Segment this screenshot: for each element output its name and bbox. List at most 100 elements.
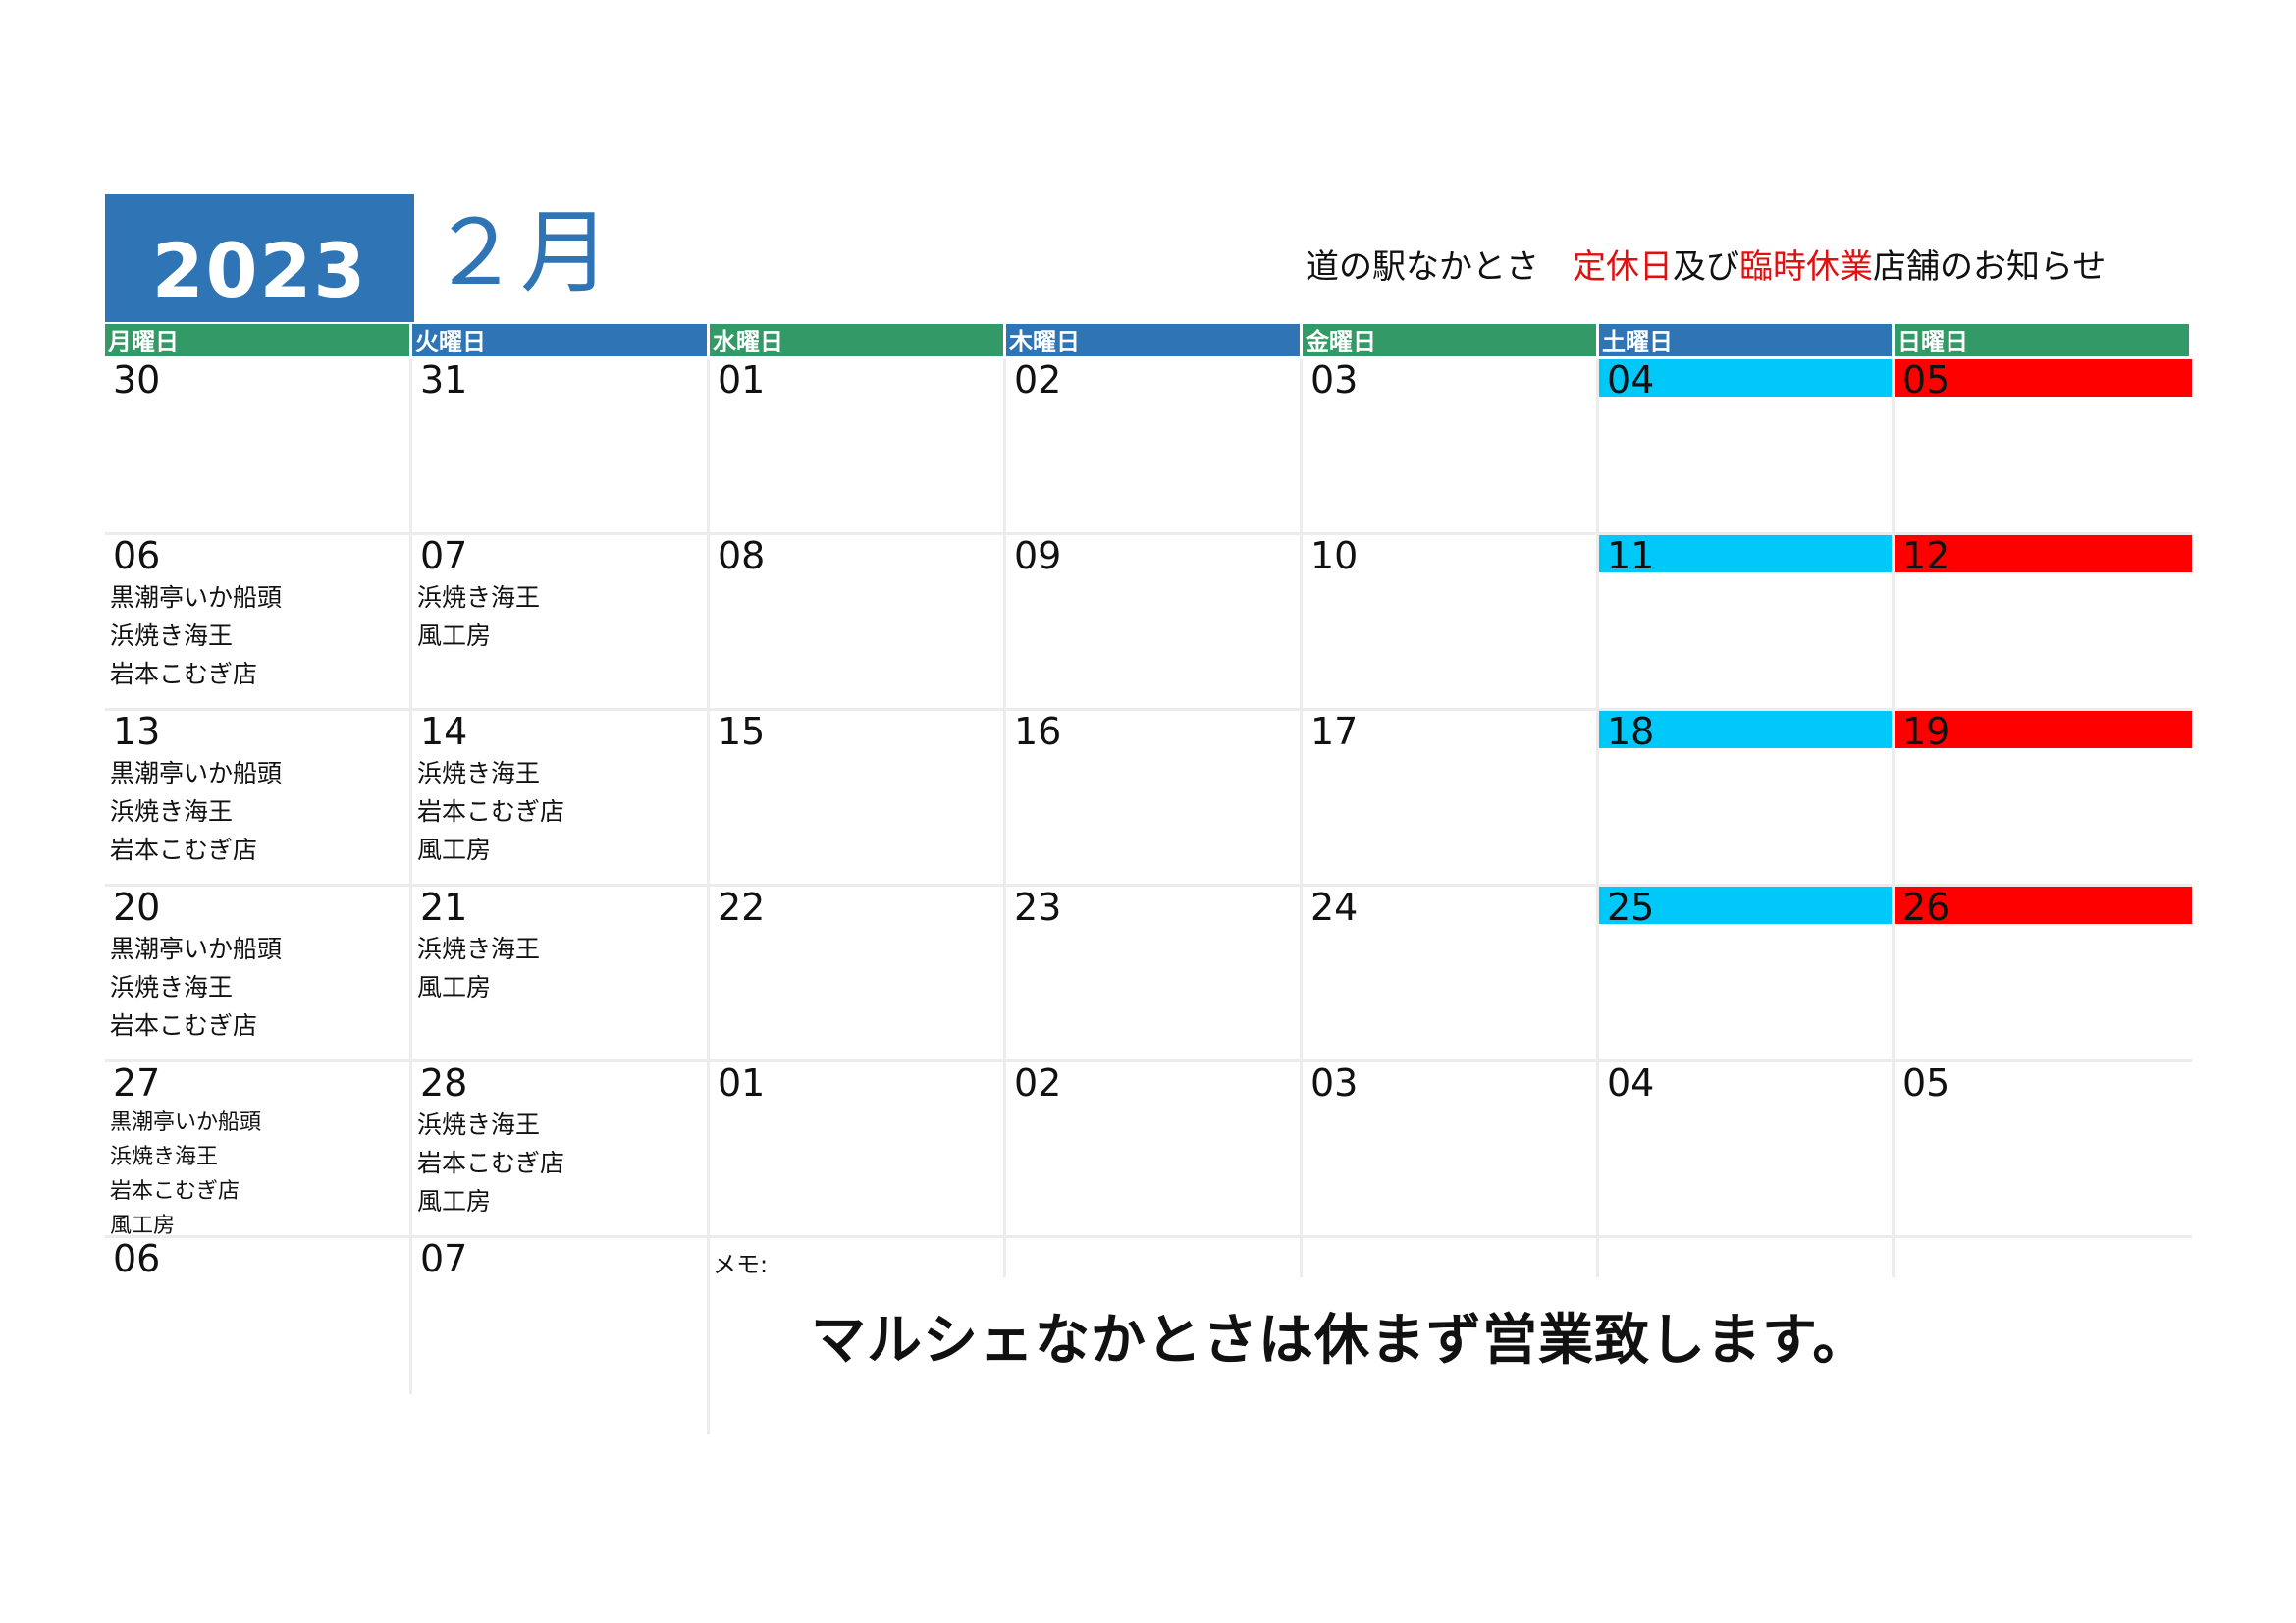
closed-shop-item: 黒潮亭いか船頭 bbox=[110, 1110, 262, 1135]
day-cell[interactable]: 30 bbox=[105, 359, 405, 532]
day-cell[interactable]: 16 bbox=[1006, 711, 1301, 884]
closed-shop-item: 浜焼き海王 bbox=[110, 622, 234, 650]
closed-shop-item: 浜焼き海王 bbox=[110, 797, 234, 826]
day-cell[interactable]: 04 bbox=[1599, 359, 1892, 532]
notice-and: 及び bbox=[1673, 247, 1739, 287]
closed-shop-item: 浜焼き海王 bbox=[110, 1145, 219, 1169]
closed-shop-list: 浜焼き海王岩本こむぎ店 風工房 bbox=[417, 754, 564, 869]
day-number: 06 bbox=[113, 1237, 161, 1280]
day-number: 27 bbox=[113, 1061, 161, 1105]
day-number: 31 bbox=[420, 358, 468, 402]
day-cell[interactable]: 31 bbox=[412, 359, 707, 532]
closed-shop-item: 黒潮亭いか船頭 bbox=[110, 935, 283, 963]
grid-line bbox=[1300, 359, 1303, 1277]
closed-shop-list: 浜焼き海王 風工房 bbox=[417, 930, 540, 1006]
day-cell[interactable]: 02 bbox=[1006, 359, 1301, 532]
closed-shop-item: 浜焼き海王 bbox=[417, 759, 541, 787]
day-cell[interactable]: 22 bbox=[710, 887, 1004, 1059]
day-cell[interactable]: 04 bbox=[1599, 1062, 1892, 1235]
day-cell[interactable]: 24 bbox=[1303, 887, 1597, 1059]
day-cell[interactable]: 12 bbox=[1895, 535, 2192, 708]
closed-shop-item: 黒潮亭いか船頭 bbox=[110, 759, 283, 787]
day-number: 20 bbox=[113, 886, 161, 929]
weekday-header: 水曜日 bbox=[710, 324, 1003, 356]
day-cell[interactable]: 13 黒潮亭いか船頭 浜焼き海王 岩本こむぎ店 bbox=[105, 711, 405, 884]
closed-shop-item: 風工房 bbox=[417, 1187, 492, 1216]
day-cell[interactable]: 20 黒潮亭いか船頭 浜焼き海王 岩本こむぎ店 bbox=[105, 887, 405, 1059]
memo-label: メモ: bbox=[713, 1251, 769, 1278]
day-number: 17 bbox=[1310, 710, 1359, 753]
day-cell[interactable]: 25 bbox=[1599, 887, 1892, 1059]
day-number: 03 bbox=[1310, 1061, 1359, 1105]
day-number: 02 bbox=[1014, 1061, 1062, 1105]
closed-shop-item: 岩本こむぎ店 bbox=[417, 797, 565, 826]
day-cell[interactable]: 28 浜焼き海王 岩本こむぎ店 風工房 bbox=[412, 1062, 707, 1235]
closed-shop-item: 岩本こむぎ店 bbox=[417, 1149, 565, 1177]
closed-shop-item: 浜焼き海王 bbox=[417, 935, 541, 963]
day-number: 10 bbox=[1310, 534, 1359, 577]
weekday-header: 火曜日 bbox=[412, 324, 707, 356]
day-cell[interactable]: 07 浜焼き海王 風工房 bbox=[412, 535, 707, 708]
day-cell[interactable]: 10 bbox=[1303, 535, 1597, 708]
day-cell[interactable]: 21 浜焼き海王 風工房 bbox=[412, 887, 707, 1059]
day-cell[interactable]: 15 bbox=[710, 711, 1004, 884]
grid-line bbox=[707, 359, 710, 1434]
day-number: 12 bbox=[1895, 535, 2192, 576]
closed-shop-item: 黒潮亭いか船頭 bbox=[110, 583, 283, 612]
notice-prefix: 道の駅なかとさ bbox=[1306, 247, 1573, 287]
day-cell[interactable]: 17 bbox=[1303, 711, 1597, 884]
day-cell[interactable]: 03 bbox=[1303, 359, 1597, 532]
year-label: 2023 bbox=[151, 227, 368, 314]
closed-shop-item: 浜焼き海王 bbox=[417, 583, 541, 612]
day-cell[interactable]: 07 bbox=[412, 1238, 707, 1411]
closed-shop-list: 黒潮亭いか船頭 浜焼き海王 岩本こむぎ店 bbox=[110, 754, 282, 869]
day-number: 19 bbox=[1895, 711, 2192, 752]
day-number: 24 bbox=[1310, 886, 1359, 929]
weekday-header: 月曜日 bbox=[105, 324, 409, 356]
day-cell[interactable]: 05 bbox=[1895, 1062, 2192, 1235]
weekday-header: 木曜日 bbox=[1006, 324, 1300, 356]
day-cell[interactable]: 09 bbox=[1006, 535, 1301, 708]
notice-temp-closed-label: 臨時休業 bbox=[1739, 247, 1873, 287]
grid-line bbox=[1003, 359, 1006, 1277]
weekday-header: 金曜日 bbox=[1303, 324, 1596, 356]
day-number: 25 bbox=[1599, 887, 1892, 928]
day-number: 13 bbox=[113, 710, 161, 753]
day-number: 14 bbox=[420, 710, 468, 753]
day-cell[interactable]: 03 bbox=[1303, 1062, 1597, 1235]
month-title: ２月 bbox=[430, 200, 612, 305]
weekday-header: 日曜日 bbox=[1895, 324, 2189, 356]
day-number: 05 bbox=[1902, 1061, 1950, 1105]
day-cell[interactable]: 06 黒潮亭いか船頭 浜焼き海王 岩本こむぎ店 bbox=[105, 535, 405, 708]
day-cell[interactable]: 02 bbox=[1006, 1062, 1301, 1235]
day-cell[interactable]: 26 bbox=[1895, 887, 2192, 1059]
day-number: 11 bbox=[1599, 535, 1892, 576]
day-number: 06 bbox=[113, 534, 161, 577]
day-number: 01 bbox=[718, 1061, 766, 1105]
day-cell[interactable]: 06 bbox=[105, 1238, 405, 1411]
grid-line bbox=[105, 532, 2192, 535]
day-number: 05 bbox=[1895, 359, 2192, 401]
day-number: 22 bbox=[718, 886, 766, 929]
day-cell[interactable]: 01 bbox=[710, 1062, 1004, 1235]
day-cell[interactable]: 18 bbox=[1599, 711, 1892, 884]
day-cell[interactable]: 23 bbox=[1006, 887, 1301, 1059]
day-cell[interactable]: 11 bbox=[1599, 535, 1892, 708]
day-number: 04 bbox=[1599, 359, 1892, 401]
closed-shop-item: 浜焼き海王 bbox=[110, 973, 234, 1001]
day-cell[interactable]: 14 浜焼き海王 岩本こむぎ店 風工房 bbox=[412, 711, 707, 884]
day-cell[interactable]: 08 bbox=[710, 535, 1004, 708]
notice-suffix: 店舗のお知らせ bbox=[1873, 247, 2107, 287]
day-cell[interactable]: 27 黒潮亭いか船頭 浜焼き海王 岩本こむぎ店 風工房 bbox=[105, 1061, 405, 1238]
closed-shop-list: 黒潮亭いか船頭 浜焼き海王 岩本こむぎ店 風工房 bbox=[110, 1106, 261, 1243]
day-cell[interactable]: 19 bbox=[1895, 711, 2192, 884]
day-number: 07 bbox=[420, 1237, 468, 1280]
day-cell[interactable]: 05 bbox=[1895, 359, 2192, 532]
closed-shop-list: 浜焼き海王 岩本こむぎ店 風工房 bbox=[417, 1106, 564, 1220]
day-number: 21 bbox=[420, 886, 468, 929]
closed-shop-item: 風工房 bbox=[417, 836, 492, 864]
day-number: 28 bbox=[420, 1061, 468, 1105]
day-number: 08 bbox=[718, 534, 766, 577]
day-cell[interactable]: 01 bbox=[710, 359, 1004, 532]
day-number: 26 bbox=[1895, 887, 2192, 928]
